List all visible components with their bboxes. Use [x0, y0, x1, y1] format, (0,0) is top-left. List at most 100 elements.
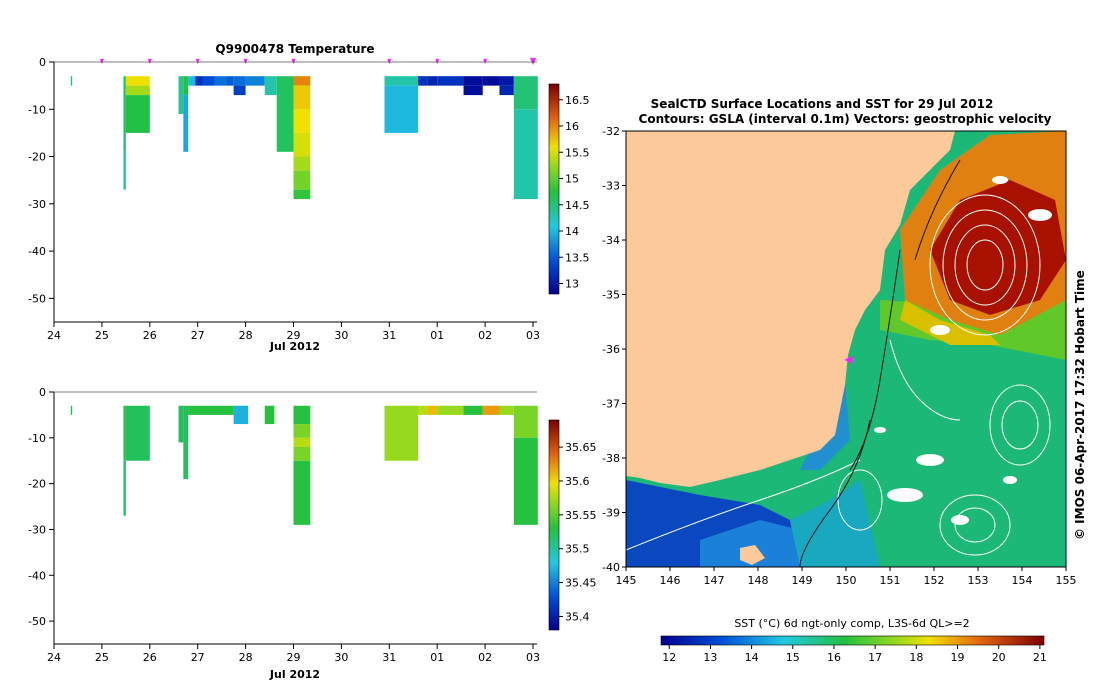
data-cell	[70, 76, 73, 86]
data-cell	[293, 170, 311, 190]
data-cell	[202, 76, 215, 86]
top-xlabel: Jul 2012	[269, 340, 320, 353]
x-tick-label: 25	[95, 651, 109, 664]
x-tick-label: 01	[430, 651, 444, 664]
x-tick-label: 31	[382, 329, 396, 342]
x-tick-label: 30	[334, 651, 348, 664]
data-cell	[499, 405, 514, 415]
map-x-tick-label: 155	[1056, 574, 1077, 587]
top-panel-title: Q9900478 Temperature	[215, 42, 374, 56]
data-cell	[125, 95, 150, 133]
data-cell	[183, 95, 189, 152]
temperature-colorbar: 13 13.5 14 14.5 15 15.5 16 16.5	[548, 83, 590, 295]
sst-colorbar-tick-label: 19	[951, 651, 965, 664]
data-cell	[188, 405, 234, 415]
x-tick-label: 02	[478, 329, 492, 342]
sst-colorbar-tick-label: 13	[703, 651, 717, 664]
colorbar-tick-label: 35.65	[565, 441, 597, 454]
map-x-tick-label: 151	[880, 574, 901, 587]
sst-map	[626, 131, 1066, 567]
gsla-contours	[626, 194, 1051, 556]
colorbar-tick-label: 14.5	[565, 199, 590, 212]
colorbar-tick-label: 14	[565, 225, 579, 238]
data-cell	[123, 151, 126, 190]
y-tick-label: -50	[28, 292, 46, 305]
data-cell	[264, 405, 275, 425]
map-y-tick-label: -37	[602, 398, 620, 411]
data-cell	[264, 76, 277, 96]
data-cell	[293, 460, 311, 525]
data-cell	[293, 85, 311, 110]
data-cell	[276, 76, 294, 152]
sst-colorbar-label: SST (°C) 6d ngt-only comp, L3S-6d QL>=2	[734, 617, 969, 630]
sst-colorbar-tick-label: 15	[786, 651, 800, 664]
land-australia	[626, 131, 955, 487]
x-tick-label: 03	[526, 651, 540, 664]
data-cell	[123, 405, 126, 461]
data-cell	[437, 76, 464, 86]
bottom-xlabel: Jul 2012	[269, 668, 320, 681]
salinity-colorbar: 35.4 35.45 35.5 35.55 35.6 35.65	[548, 419, 597, 631]
data-cell	[427, 76, 438, 86]
data-cell	[437, 405, 464, 415]
profile-marker	[387, 59, 392, 64]
data-cell	[463, 405, 483, 415]
data-cell	[499, 85, 514, 96]
data-cell	[125, 76, 150, 86]
y-tick-label: -20	[28, 151, 46, 164]
data-cell	[384, 85, 419, 133]
data-cell	[482, 405, 500, 415]
data-cell	[418, 405, 428, 415]
x-tick-label: 27	[191, 329, 205, 342]
sst-colorbar-tick-label: 16	[827, 651, 841, 664]
colorbar-tick-label: 35.6	[565, 475, 590, 488]
y-tick-label: -30	[28, 523, 46, 536]
x-tick-label: 27	[191, 651, 205, 664]
sst-colorbar-tick-label: 14	[745, 651, 759, 664]
data-cell	[226, 76, 234, 86]
y-tick-label: -40	[28, 245, 46, 258]
x-tick-label: 03	[526, 329, 540, 342]
data-cell	[499, 76, 514, 86]
salinity-cells	[70, 405, 538, 525]
map-x-tick-label: 146	[660, 574, 681, 587]
colorbar-gradient	[548, 419, 560, 631]
data-cell	[178, 76, 184, 114]
data-cell	[293, 405, 311, 425]
data-cell	[293, 424, 311, 438]
sst-colorbar-tick-label: 21	[1033, 651, 1047, 664]
map-y-tick-label: -40	[602, 561, 620, 574]
y-tick-label: -10	[28, 103, 46, 116]
data-cell	[125, 85, 150, 96]
data-cell	[513, 109, 538, 200]
colorbar-tick-label: 35.5	[565, 543, 590, 556]
y-tick-label: 0	[39, 386, 46, 399]
map-y-tick-label: -35	[602, 289, 620, 302]
data-cell	[293, 446, 311, 461]
cloud-patches	[874, 176, 1052, 525]
data-cell	[293, 109, 311, 133]
data-cell	[245, 76, 265, 86]
profile-marker	[147, 59, 152, 64]
sst-colorbar-tick-label: 12	[662, 651, 676, 664]
sst-colorbar-tick-label: 17	[868, 651, 882, 664]
colorbar-tick-label: 15.5	[565, 146, 590, 159]
x-tick-label: 02	[478, 651, 492, 664]
x-tick-label: 24	[47, 329, 61, 342]
x-tick-label: 26	[143, 329, 157, 342]
x-tick-label: 26	[143, 651, 157, 664]
map-x-tick-label: 153	[968, 574, 989, 587]
data-cell	[293, 189, 311, 200]
y-tick-label: -10	[28, 432, 46, 445]
data-cell	[188, 76, 196, 86]
sst-colorbar-tick-label: 20	[992, 651, 1006, 664]
colorbar-tick-label: 35.4	[565, 610, 590, 623]
sst-colorbar: 12 13 14 15 16 17 18 19 20 21	[660, 635, 1047, 664]
colorbar-tick-label: 16.5	[565, 94, 590, 107]
profile-marker	[483, 59, 488, 64]
profile-marker	[291, 59, 296, 64]
profile-marker	[435, 59, 440, 64]
x-tick-label: 28	[239, 329, 253, 342]
map-axes: 145 146 147 148 149 150 151 152 153 154 155 -32 -33 -…	[602, 125, 1076, 587]
colorbar-tick-label: 35.45	[565, 577, 597, 590]
